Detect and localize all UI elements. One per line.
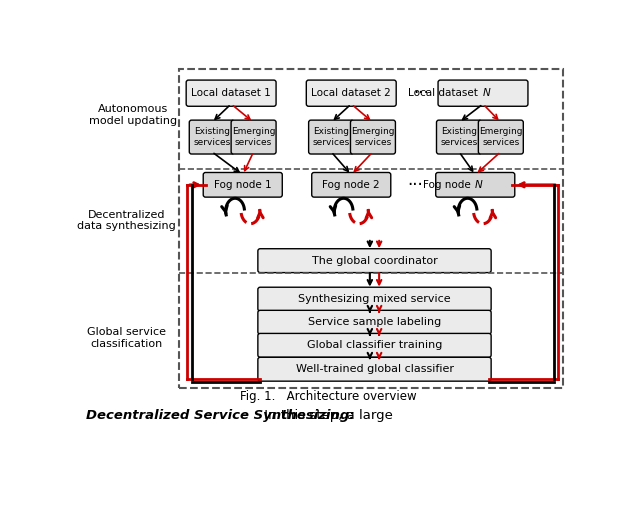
Text: Existing
services: Existing services xyxy=(440,127,477,147)
FancyBboxPatch shape xyxy=(478,120,524,154)
Text: Global classifier training: Global classifier training xyxy=(307,340,442,350)
Text: Fog node 2: Fog node 2 xyxy=(323,180,380,190)
FancyBboxPatch shape xyxy=(436,120,481,154)
FancyBboxPatch shape xyxy=(258,287,491,311)
FancyBboxPatch shape xyxy=(308,120,353,154)
Text: Fog node: Fog node xyxy=(422,180,474,190)
Text: N: N xyxy=(474,180,482,190)
FancyBboxPatch shape xyxy=(438,80,528,106)
FancyBboxPatch shape xyxy=(189,120,234,154)
Text: ···: ··· xyxy=(407,176,422,194)
Text: Local dataset: Local dataset xyxy=(408,88,481,98)
Text: Synthesizing mixed service: Synthesizing mixed service xyxy=(298,294,451,304)
Text: Autonomous
model updating: Autonomous model updating xyxy=(88,104,177,126)
Text: The global coordinator: The global coordinator xyxy=(312,256,437,266)
Text: ···: ··· xyxy=(413,84,429,102)
Text: Existing
services: Existing services xyxy=(193,127,230,147)
Text: N: N xyxy=(482,88,490,98)
Text: Existing
services: Existing services xyxy=(312,127,349,147)
FancyBboxPatch shape xyxy=(204,172,282,197)
Text: Global service
classification: Global service classification xyxy=(87,327,166,349)
FancyBboxPatch shape xyxy=(258,334,491,357)
Bar xyxy=(179,68,563,388)
Text: Fig. 1.   Architecture overview: Fig. 1. Architecture overview xyxy=(240,390,416,403)
Text: Well-trained global classifier: Well-trained global classifier xyxy=(296,364,454,374)
FancyBboxPatch shape xyxy=(307,80,396,106)
FancyBboxPatch shape xyxy=(312,172,391,197)
FancyBboxPatch shape xyxy=(231,120,276,154)
Text: In this step, a large: In this step, a large xyxy=(260,409,393,421)
Text: Decentralized
data synthesizing: Decentralized data synthesizing xyxy=(77,210,176,231)
Text: Fog node 1: Fog node 1 xyxy=(214,180,271,190)
Text: Service sample labeling: Service sample labeling xyxy=(308,317,441,327)
Text: Decentralized Service Synthesizing:: Decentralized Service Synthesizing: xyxy=(86,409,355,421)
Text: Local dataset 1: Local dataset 1 xyxy=(191,88,271,98)
FancyBboxPatch shape xyxy=(258,310,491,334)
FancyBboxPatch shape xyxy=(436,172,515,197)
Text: Emerging
services: Emerging services xyxy=(232,127,275,147)
Text: Local dataset 2: Local dataset 2 xyxy=(312,88,391,98)
FancyBboxPatch shape xyxy=(186,80,276,106)
FancyBboxPatch shape xyxy=(351,120,396,154)
Text: Emerging
services: Emerging services xyxy=(351,127,395,147)
FancyBboxPatch shape xyxy=(258,357,491,381)
FancyBboxPatch shape xyxy=(258,249,491,273)
Text: Emerging
services: Emerging services xyxy=(479,127,523,147)
